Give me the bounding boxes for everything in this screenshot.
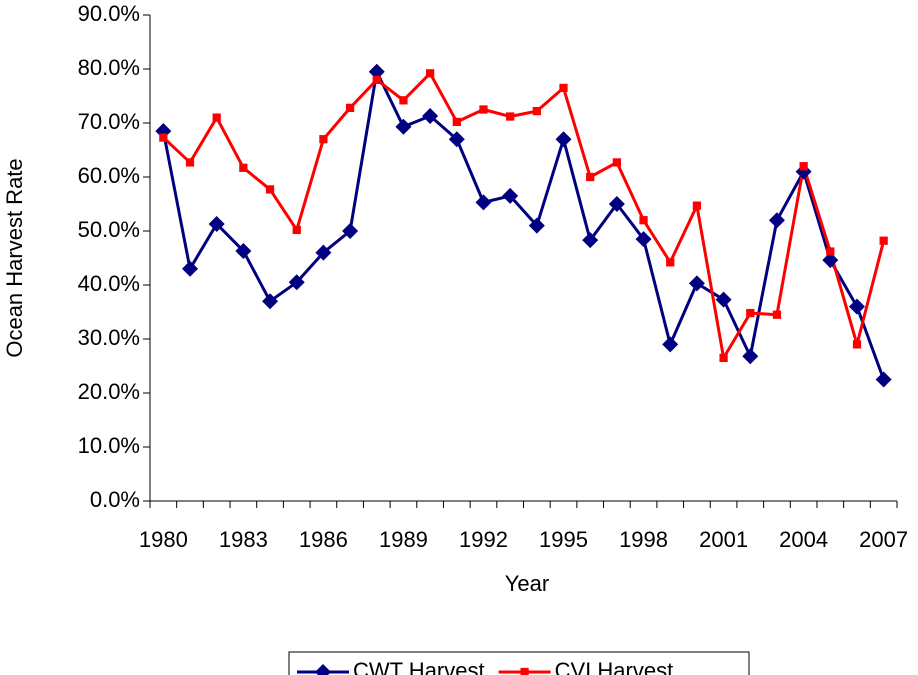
marker	[528, 217, 545, 234]
marker	[262, 293, 279, 310]
marker	[666, 258, 675, 267]
series-line	[161, 70, 886, 381]
marker	[746, 308, 755, 318]
marker	[848, 298, 865, 315]
marker	[372, 75, 381, 84]
x-axis-title: Year	[505, 571, 549, 596]
marker	[342, 223, 359, 239]
marker	[826, 247, 835, 256]
series-line	[162, 71, 886, 360]
marker	[315, 664, 331, 675]
x-tick-label: 2001	[699, 527, 748, 552]
marker	[448, 131, 465, 148]
marker	[662, 336, 679, 353]
marker	[159, 133, 168, 142]
legend-label: CWT Harvest	[353, 658, 485, 675]
y-tick-label: 10.0%	[78, 433, 140, 458]
marker	[315, 244, 332, 261]
marker	[879, 236, 888, 245]
marker	[715, 291, 732, 308]
y-tick-label: 80.0%	[78, 55, 140, 80]
x-tick-label: 2004	[779, 527, 828, 552]
x-tick-label: 1986	[299, 527, 348, 552]
marker	[502, 187, 519, 204]
marker	[559, 83, 568, 93]
y-tick-label: 60.0%	[78, 163, 140, 188]
marker	[479, 105, 488, 114]
marker	[688, 275, 705, 292]
y-tick-label: 90.0%	[78, 1, 140, 26]
x-tick-label: 1983	[219, 527, 268, 552]
marker	[452, 117, 461, 127]
marker	[875, 371, 892, 388]
y-tick-label: 50.0%	[78, 217, 140, 242]
marker	[182, 260, 199, 277]
marker	[399, 96, 408, 105]
marker	[292, 225, 301, 235]
marker	[532, 106, 541, 116]
marker	[639, 216, 648, 225]
marker	[742, 348, 759, 365]
marker	[799, 162, 808, 171]
marker	[288, 274, 305, 291]
legend-box	[288, 651, 750, 675]
y-tick-label: 20.0%	[78, 379, 140, 404]
y-axis-title: Ocean Harvest Rate	[2, 158, 27, 357]
marker	[319, 135, 328, 144]
marker	[635, 231, 652, 248]
marker	[822, 252, 839, 269]
x-tick-label: 1992	[459, 527, 508, 552]
marker	[520, 667, 529, 675]
marker	[586, 172, 595, 182]
marker	[239, 163, 248, 172]
y-tick-label: 40.0%	[78, 271, 140, 296]
marker	[235, 242, 252, 259]
marker	[555, 131, 572, 148]
marker	[345, 103, 355, 113]
marker	[422, 107, 439, 124]
marker	[612, 158, 621, 167]
y-tick-label: 30.0%	[78, 325, 140, 350]
marker	[692, 201, 702, 210]
marker	[395, 118, 412, 135]
marker	[608, 196, 625, 212]
marker	[582, 232, 599, 249]
x-tick-label: 1998	[619, 527, 668, 552]
y-tick-label: 0.0%	[90, 487, 140, 512]
x-tick-label: 1989	[379, 527, 428, 552]
marker	[208, 215, 225, 232]
marker	[506, 112, 515, 121]
legend-label: CVI Harvest	[555, 658, 674, 675]
y-tick-label: 70.0%	[78, 109, 140, 134]
x-tick-label: 1980	[139, 527, 188, 552]
marker	[185, 158, 195, 167]
marker	[426, 69, 435, 78]
marker	[212, 113, 221, 122]
marker	[772, 310, 782, 319]
marker	[475, 194, 492, 211]
marker	[265, 185, 275, 194]
marker	[768, 212, 785, 229]
x-tick-label: 1995	[539, 527, 588, 552]
marker	[719, 353, 728, 363]
marker	[852, 340, 862, 349]
x-tick-label: 2007	[859, 527, 908, 552]
